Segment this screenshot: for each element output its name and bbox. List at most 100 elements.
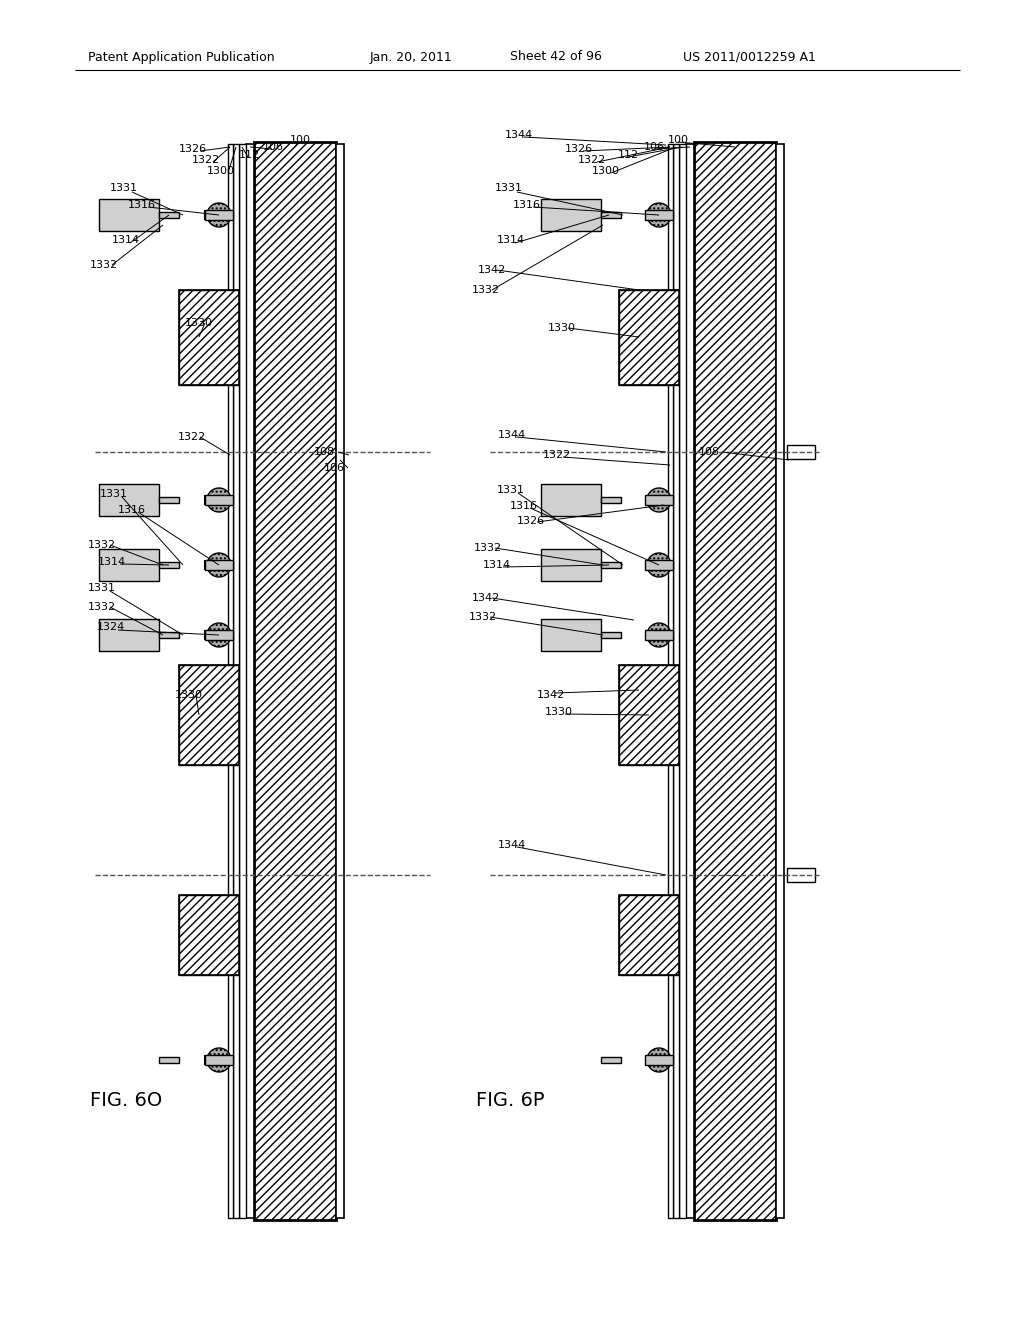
Polygon shape xyxy=(601,1057,621,1063)
Text: Jan. 20, 2011: Jan. 20, 2011 xyxy=(370,50,453,63)
Polygon shape xyxy=(668,144,673,1218)
Polygon shape xyxy=(99,199,159,231)
Text: 1322: 1322 xyxy=(193,154,220,165)
Text: 1322: 1322 xyxy=(578,154,606,165)
Circle shape xyxy=(647,553,671,577)
Circle shape xyxy=(647,1048,671,1072)
Text: 106: 106 xyxy=(263,143,284,152)
Text: 1326: 1326 xyxy=(565,144,593,154)
Text: 1331: 1331 xyxy=(100,488,128,499)
Text: 112: 112 xyxy=(618,150,639,160)
Polygon shape xyxy=(541,619,601,651)
Text: 1330: 1330 xyxy=(185,318,213,327)
Polygon shape xyxy=(679,144,686,1218)
Polygon shape xyxy=(601,562,621,568)
Polygon shape xyxy=(159,562,179,568)
Polygon shape xyxy=(254,143,336,1220)
Text: 1316: 1316 xyxy=(118,506,146,515)
Text: 1314: 1314 xyxy=(497,235,525,246)
Polygon shape xyxy=(645,560,673,570)
Polygon shape xyxy=(541,549,601,581)
Polygon shape xyxy=(645,210,673,220)
Text: 1324: 1324 xyxy=(97,622,125,632)
Polygon shape xyxy=(228,144,233,1218)
Text: 100: 100 xyxy=(290,135,311,145)
Polygon shape xyxy=(787,445,815,459)
Text: 1300: 1300 xyxy=(592,166,620,176)
Text: 1316: 1316 xyxy=(513,201,541,210)
Polygon shape xyxy=(179,665,239,766)
Polygon shape xyxy=(99,484,159,516)
Polygon shape xyxy=(694,143,776,1220)
Text: 1344: 1344 xyxy=(505,129,534,140)
Polygon shape xyxy=(618,895,679,975)
Polygon shape xyxy=(159,1057,179,1063)
Polygon shape xyxy=(246,144,254,1218)
Polygon shape xyxy=(159,213,179,218)
Polygon shape xyxy=(673,144,679,1218)
Text: 1332: 1332 xyxy=(472,285,500,294)
Text: FIG. 6O: FIG. 6O xyxy=(90,1090,162,1110)
Text: 1300: 1300 xyxy=(207,166,234,176)
Polygon shape xyxy=(99,619,159,651)
Circle shape xyxy=(207,553,231,577)
Circle shape xyxy=(207,1048,231,1072)
Text: 1342: 1342 xyxy=(472,593,501,603)
Text: 112: 112 xyxy=(239,150,260,160)
Circle shape xyxy=(207,203,231,227)
Text: 1316: 1316 xyxy=(510,502,538,511)
Polygon shape xyxy=(601,632,621,638)
Polygon shape xyxy=(159,498,179,503)
Polygon shape xyxy=(601,498,621,503)
Polygon shape xyxy=(99,549,159,581)
Polygon shape xyxy=(205,210,233,220)
Text: 108: 108 xyxy=(314,447,335,457)
Polygon shape xyxy=(645,495,673,506)
Polygon shape xyxy=(205,560,233,570)
Polygon shape xyxy=(233,144,239,1218)
Polygon shape xyxy=(159,632,179,638)
Text: 1316: 1316 xyxy=(128,201,156,210)
Polygon shape xyxy=(179,290,239,385)
Polygon shape xyxy=(618,665,679,766)
Text: 106: 106 xyxy=(324,463,345,473)
Text: 1331: 1331 xyxy=(88,583,116,593)
Text: 1331: 1331 xyxy=(497,484,525,495)
Text: 1331: 1331 xyxy=(495,183,523,193)
Circle shape xyxy=(207,623,231,647)
Text: 1342: 1342 xyxy=(537,690,565,700)
Text: 1330: 1330 xyxy=(548,323,575,333)
Polygon shape xyxy=(179,895,239,975)
Circle shape xyxy=(207,488,231,512)
Text: 1326: 1326 xyxy=(179,144,207,154)
Polygon shape xyxy=(541,484,601,516)
Polygon shape xyxy=(601,213,621,218)
Text: US 2011/0012259 A1: US 2011/0012259 A1 xyxy=(683,50,816,63)
Text: FIG. 6P: FIG. 6P xyxy=(476,1090,545,1110)
Text: 1344: 1344 xyxy=(498,840,526,850)
Circle shape xyxy=(647,623,671,647)
Polygon shape xyxy=(239,144,246,1218)
Text: 1344: 1344 xyxy=(498,430,526,440)
Polygon shape xyxy=(205,1055,233,1065)
Circle shape xyxy=(647,203,671,227)
Text: 1322: 1322 xyxy=(543,450,571,459)
Text: 1332: 1332 xyxy=(88,540,116,550)
Polygon shape xyxy=(205,630,233,640)
Polygon shape xyxy=(787,869,815,882)
Text: 1326: 1326 xyxy=(517,516,545,525)
Text: 106: 106 xyxy=(644,143,665,152)
Text: 1332: 1332 xyxy=(90,260,118,271)
Text: 1330: 1330 xyxy=(175,690,203,700)
Text: 100: 100 xyxy=(668,135,689,145)
Text: 1332: 1332 xyxy=(88,602,116,612)
Text: 1314: 1314 xyxy=(98,557,126,568)
Polygon shape xyxy=(686,144,694,1218)
Polygon shape xyxy=(618,290,679,385)
Polygon shape xyxy=(336,144,344,1218)
Text: 1342: 1342 xyxy=(478,265,506,275)
Text: 1332: 1332 xyxy=(474,543,502,553)
Polygon shape xyxy=(776,144,784,1218)
Text: 1322: 1322 xyxy=(178,432,206,442)
Text: 1314: 1314 xyxy=(112,235,140,246)
